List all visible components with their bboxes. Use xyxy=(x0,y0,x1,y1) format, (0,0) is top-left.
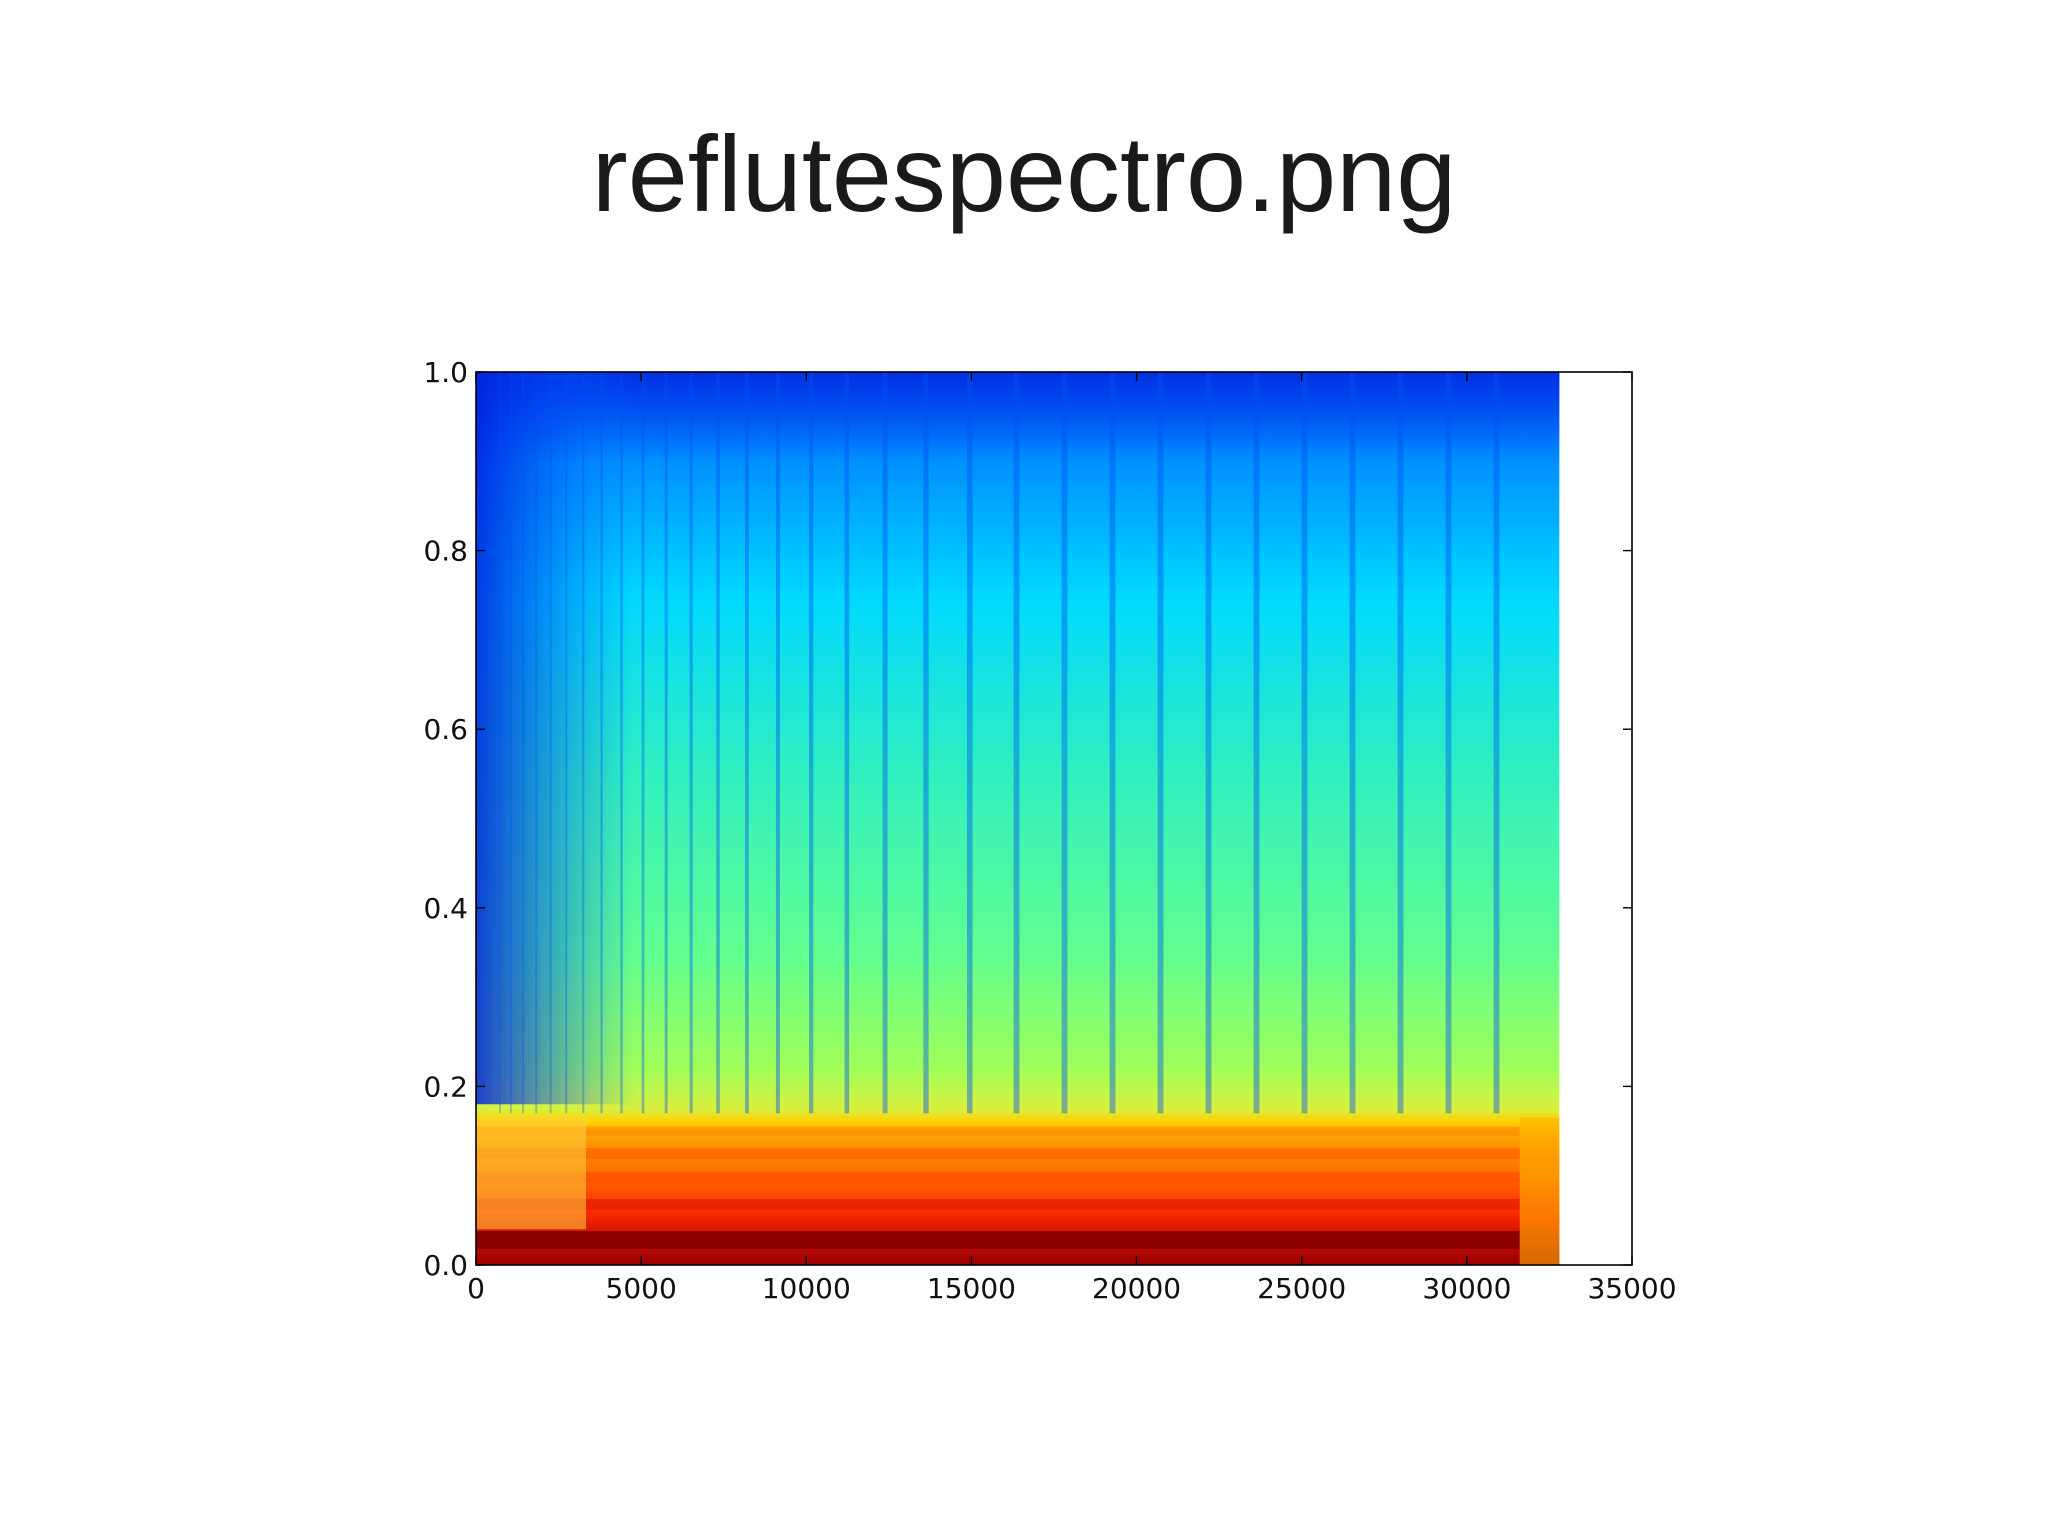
harmonic-band xyxy=(476,1148,1520,1159)
release-region xyxy=(1519,1117,1560,1265)
harmonic-band xyxy=(476,1198,1520,1210)
harmonic-bands xyxy=(476,1117,1560,1265)
harmonic-band xyxy=(476,1172,1520,1183)
y-tick-label: 0.8 xyxy=(423,535,468,568)
x-tick-label: 5000 xyxy=(606,1272,677,1305)
y-tick-label: 0.2 xyxy=(423,1070,468,1103)
y-tick-label: 0.0 xyxy=(423,1249,468,1282)
y-tick-label: 1.0 xyxy=(423,356,468,389)
slide-title: reflutespectro.png xyxy=(591,113,1457,234)
x-tick-label: 20000 xyxy=(1092,1272,1181,1305)
spectrogram-top-fade xyxy=(476,372,1560,462)
axes-frame xyxy=(475,371,1633,1266)
x-tick-label: 15000 xyxy=(927,1272,1016,1305)
x-tick-label: 30000 xyxy=(1422,1272,1511,1305)
harmonic-band xyxy=(476,1126,1520,1136)
x-tick-label: 35000 xyxy=(1587,1272,1676,1305)
plot-area xyxy=(476,372,1560,1265)
y-tick-label: 0.4 xyxy=(423,892,468,925)
y-tick-label: 0.6 xyxy=(423,713,468,746)
spectrogram-left-fade xyxy=(476,372,636,1105)
spectrogram-field xyxy=(476,372,1560,1265)
axes: 0 5000 10000 15000 20000 25000 30000 35000 0.0 0.… xyxy=(423,356,1676,1305)
x-tick-label: 25000 xyxy=(1257,1272,1346,1305)
x-tick-label: 0 xyxy=(467,1272,485,1305)
onset-region xyxy=(476,1117,586,1230)
x-tick-label: 10000 xyxy=(762,1272,851,1305)
harmonic-band xyxy=(476,1231,1520,1249)
spectrogram-striations xyxy=(499,372,1500,1114)
